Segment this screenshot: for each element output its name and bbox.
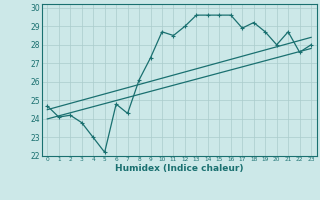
X-axis label: Humidex (Indice chaleur): Humidex (Indice chaleur) (115, 164, 244, 173)
